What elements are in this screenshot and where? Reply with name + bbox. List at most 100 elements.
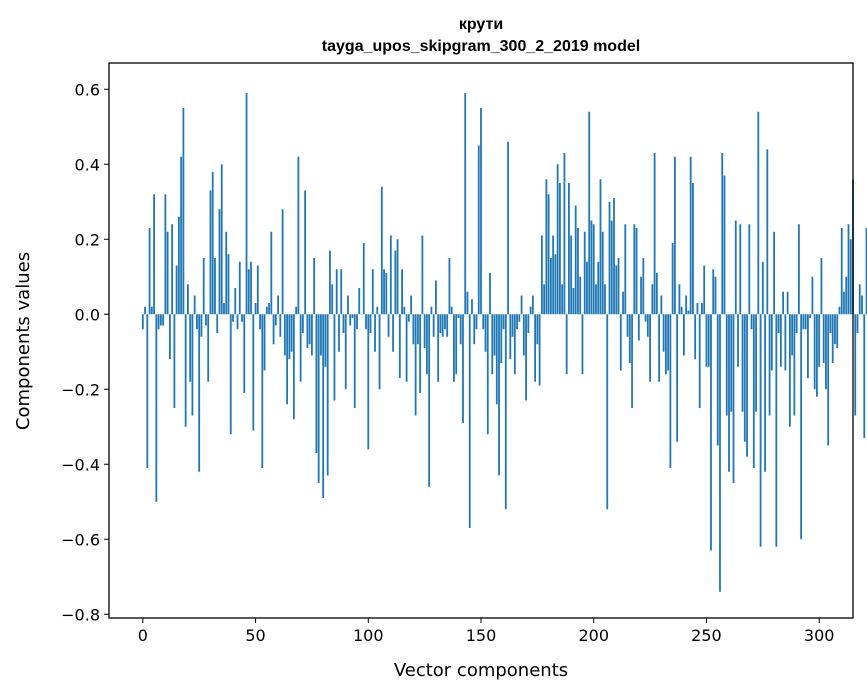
bar	[549, 258, 552, 315]
bar	[191, 314, 194, 416]
bar	[380, 186, 383, 315]
bar	[633, 224, 636, 315]
bar	[326, 314, 329, 476]
bar	[245, 93, 248, 315]
bar	[680, 306, 683, 315]
bar	[563, 153, 566, 315]
bar	[811, 276, 814, 315]
bar	[861, 295, 863, 315]
bar	[356, 314, 358, 330]
bar	[392, 314, 394, 352]
bar	[367, 314, 370, 450]
bar	[581, 314, 584, 375]
y-tick-label: 0.6	[75, 80, 100, 99]
y-tick-label: −0.6	[61, 530, 100, 549]
bar	[847, 224, 850, 315]
bar	[394, 250, 397, 315]
bar	[162, 314, 165, 326]
bar	[757, 111, 760, 315]
bar	[180, 156, 183, 315]
bar	[371, 269, 374, 315]
bar	[565, 314, 568, 375]
y-tick-label: −0.8	[61, 605, 100, 624]
bar	[254, 303, 257, 315]
x-tick-label: 150	[466, 626, 497, 645]
bar	[157, 314, 160, 330]
bar	[313, 258, 316, 315]
bar	[540, 235, 543, 315]
y-tick-label: −0.2	[61, 380, 100, 399]
bar	[250, 261, 252, 315]
bar	[782, 291, 785, 315]
bar	[229, 314, 232, 435]
bar	[543, 284, 546, 315]
bar	[344, 314, 347, 390]
bar	[800, 314, 803, 540]
chart-title-line-1: крути	[459, 16, 503, 33]
bar	[622, 291, 624, 315]
bar	[405, 314, 408, 382]
bar	[455, 314, 458, 375]
bar	[446, 314, 449, 337]
bar	[389, 235, 392, 315]
bar	[292, 314, 295, 420]
bar	[200, 314, 203, 337]
bar	[423, 314, 426, 348]
bar	[568, 183, 570, 315]
bar	[579, 276, 582, 315]
bar	[509, 314, 512, 360]
bar	[840, 228, 843, 315]
bar	[777, 314, 780, 333]
bar	[227, 254, 230, 315]
bar	[572, 288, 575, 315]
bar	[529, 306, 532, 315]
bars-group	[141, 93, 867, 592]
bar	[773, 231, 775, 315]
bar	[259, 314, 261, 330]
bar	[288, 314, 291, 360]
bar	[655, 273, 658, 315]
x-tick-label: 200	[578, 626, 609, 645]
bar	[669, 314, 672, 468]
bar	[430, 306, 433, 315]
bar	[854, 314, 857, 416]
bar	[504, 314, 507, 510]
bar	[696, 303, 699, 315]
bar	[664, 314, 667, 375]
chart-title-line-2: tayga_upos_skipgram_300_2_2019 model	[322, 38, 640, 55]
bar	[387, 314, 390, 337]
bar	[755, 314, 757, 412]
bar	[347, 295, 349, 315]
bar	[759, 314, 762, 547]
bar	[741, 314, 744, 412]
bar	[209, 190, 212, 315]
bar	[464, 93, 467, 315]
bar	[333, 314, 336, 401]
bar	[536, 314, 539, 345]
bar	[270, 231, 273, 315]
bar	[791, 314, 794, 356]
bar	[671, 243, 674, 315]
bar	[475, 314, 478, 330]
bar	[283, 314, 286, 356]
bar	[615, 265, 618, 315]
bar	[281, 209, 284, 315]
bar	[410, 295, 413, 315]
bar	[809, 314, 812, 318]
bar	[218, 209, 221, 315]
bar	[723, 175, 726, 315]
bar	[683, 314, 685, 356]
bar	[597, 261, 600, 315]
bar	[518, 314, 521, 322]
bar	[825, 314, 827, 390]
bar	[295, 306, 298, 315]
bar	[807, 314, 809, 378]
bar	[820, 258, 823, 315]
bar	[849, 239, 852, 315]
bar	[649, 314, 651, 382]
bar	[513, 314, 516, 375]
bar	[797, 224, 800, 315]
bar	[304, 190, 307, 315]
bar	[403, 306, 406, 315]
